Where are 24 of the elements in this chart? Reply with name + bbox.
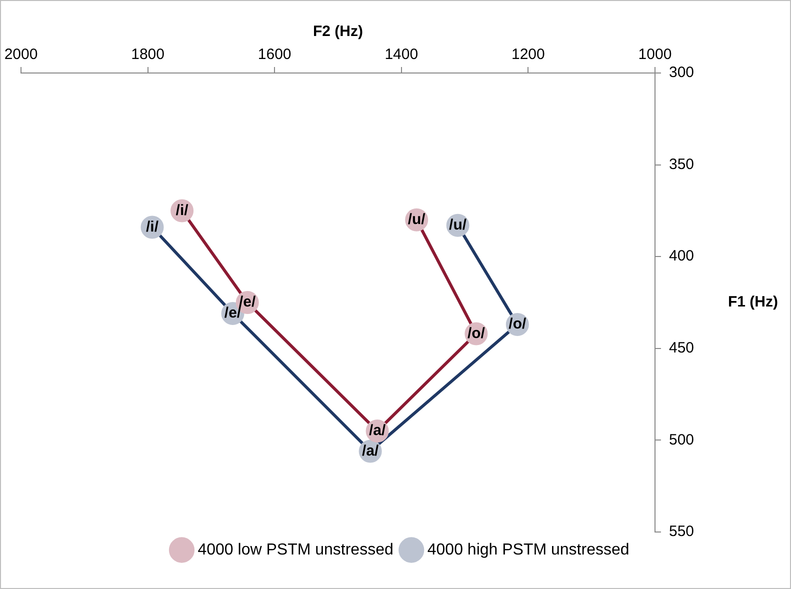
- x-tick-label: 2000: [4, 46, 38, 64]
- y-axis-title: F1 (Hz): [728, 294, 778, 311]
- data-label: /o/: [467, 324, 486, 342]
- y-tick-label: 550: [668, 523, 694, 540]
- x-axis-title: F2 (Hz): [312, 23, 363, 40]
- data-label: /a/: [362, 442, 380, 460]
- y-tick-label: 450: [668, 340, 694, 357]
- y-tick-label: 300: [668, 64, 694, 82]
- x-tick-label: 1600: [258, 46, 292, 64]
- data-label: /u/: [449, 216, 468, 234]
- x-tick-label: 1200: [511, 46, 545, 64]
- y-tick-label: 350: [668, 156, 694, 173]
- x-tick-label: 1400: [384, 46, 418, 64]
- y-tick-label: 500: [668, 431, 694, 448]
- x-tick-label: 1000: [638, 46, 672, 64]
- x-tick-label: 1800: [131, 46, 164, 64]
- legend-label: 4000 high PSTM unstressed: [427, 541, 630, 558]
- legend-label: 4000 low PSTM unstressed: [198, 541, 394, 558]
- data-label: /u/: [408, 211, 426, 228]
- data-label: /i/: [176, 202, 190, 219]
- y-tick-label: 400: [668, 248, 694, 265]
- data-label: /o/: [508, 316, 527, 333]
- data-label: /i/: [146, 218, 160, 236]
- data-label: /a/: [368, 422, 386, 440]
